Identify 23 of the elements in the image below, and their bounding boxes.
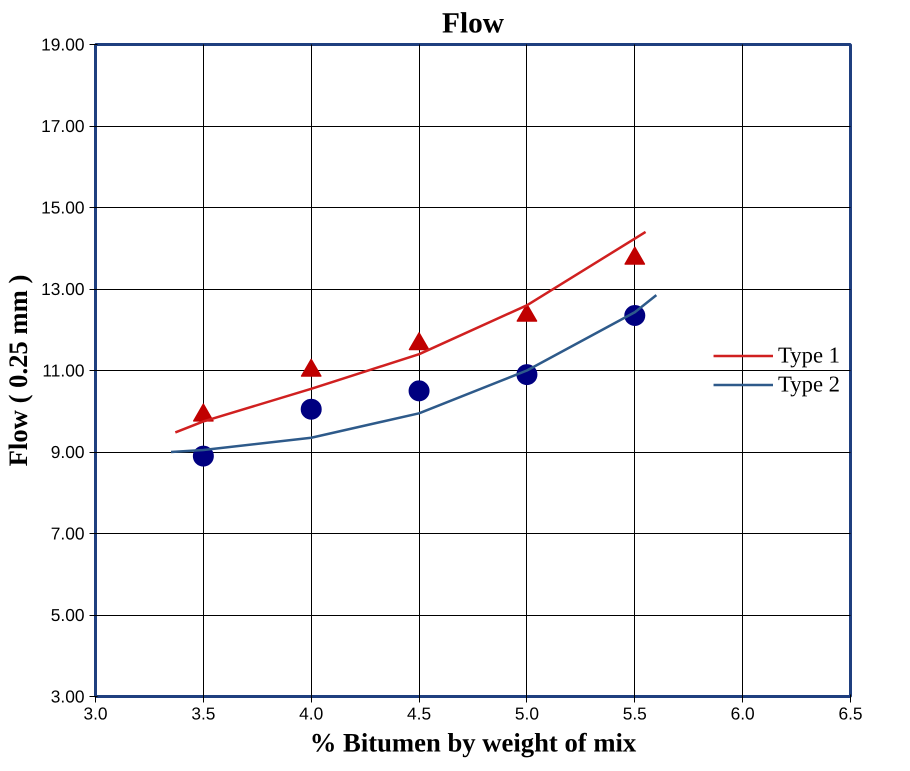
chart-title: Flow: [442, 8, 505, 40]
x-tick-label: 3.0: [83, 704, 108, 724]
legend-label: Type 1: [778, 342, 840, 368]
x-tick-label: 5.5: [622, 704, 647, 724]
x-tick-label: 5.0: [514, 704, 539, 724]
y-tick-label: 13.00: [41, 279, 85, 299]
y-tick-label: 15.00: [41, 198, 85, 218]
x-tick-label: 6.0: [730, 704, 755, 724]
x-axis-title: % Bitumen by weight of mix: [310, 728, 637, 758]
y-axis-title: Flow ( 0.25 mm ): [3, 274, 34, 466]
y-tick-label: 3.00: [50, 686, 85, 706]
x-tick-label: 6.5: [838, 704, 863, 724]
legend-label: Type 2: [778, 372, 840, 398]
y-tick-label: 17.00: [41, 116, 85, 136]
line-series: [174, 230, 647, 434]
x-tick-label: 4.5: [407, 704, 432, 724]
y-tick-label: 11.00: [42, 360, 84, 380]
y-tick-label: 7.00: [50, 524, 85, 544]
y-tick-label: 19.00: [41, 34, 85, 54]
y-tick-label: 9.00: [50, 442, 85, 462]
x-tick-label: 3.5: [191, 704, 216, 724]
x-tick-label: 4.0: [299, 704, 324, 724]
y-tick-label: 5.00: [50, 605, 85, 625]
